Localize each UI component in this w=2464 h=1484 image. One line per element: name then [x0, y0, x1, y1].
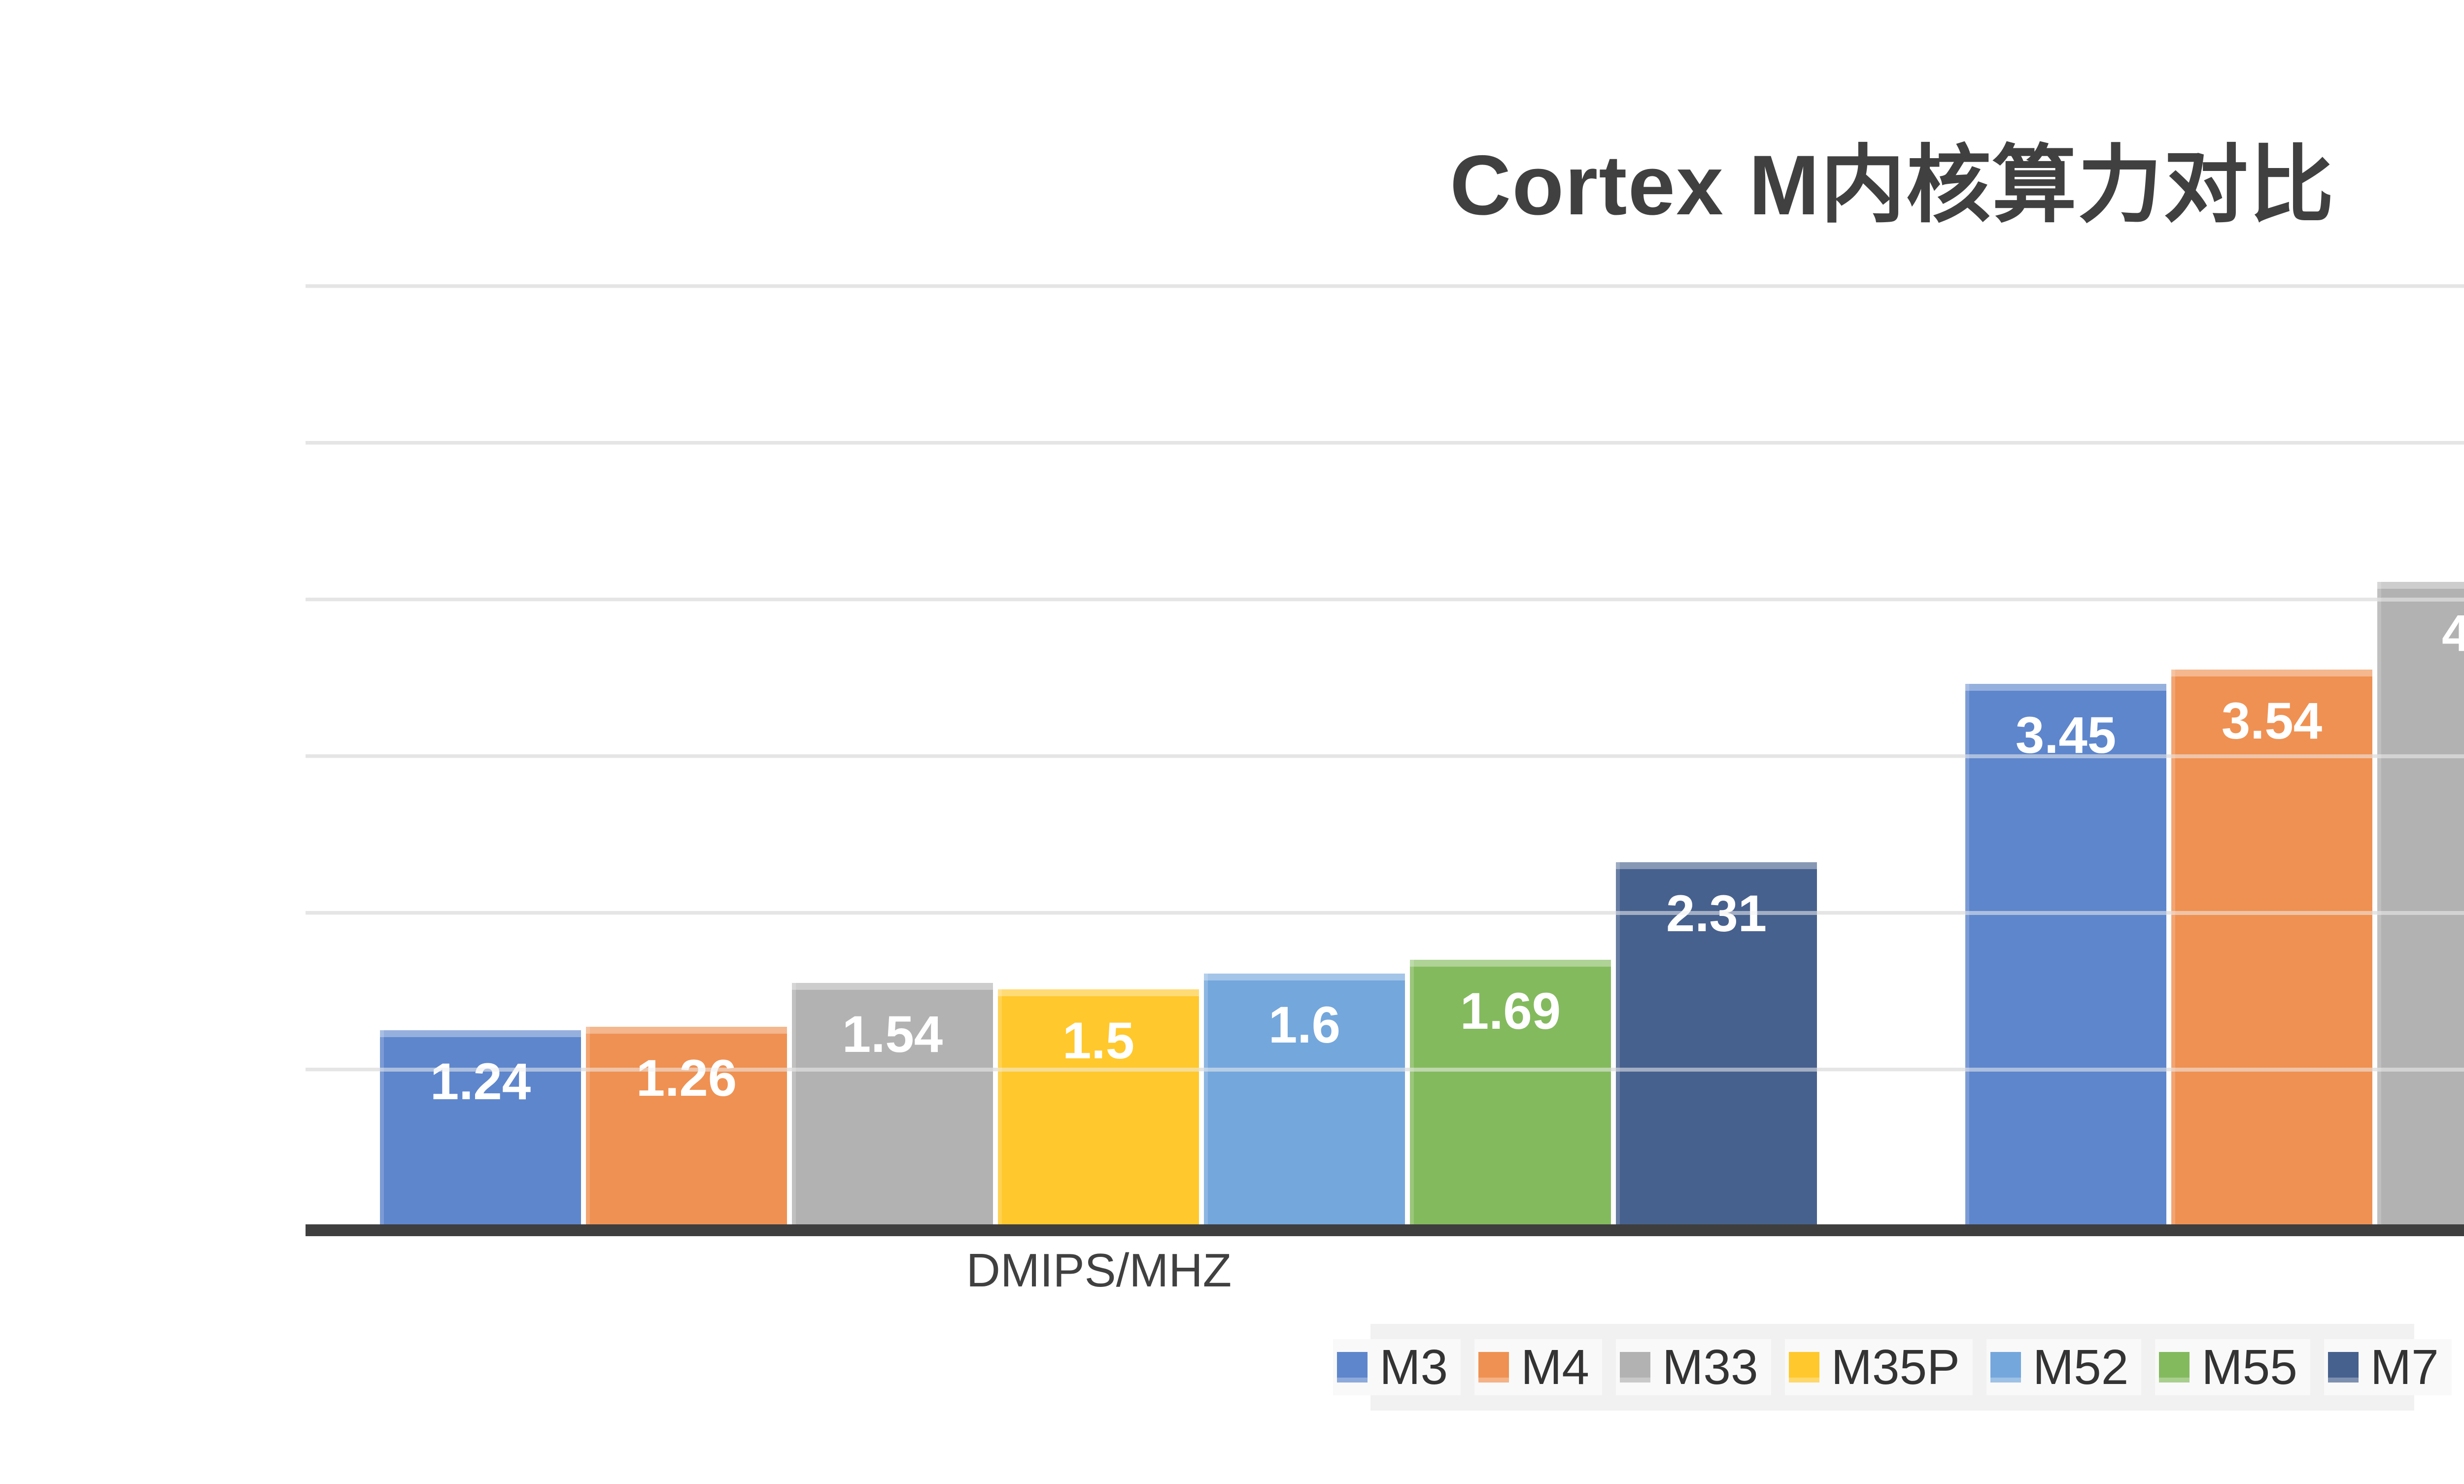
- legend-swatch-m55: [2159, 1352, 2190, 1383]
- legend-label-m52: M52: [2032, 1339, 2129, 1395]
- bar-value-label: 1.6: [1268, 996, 1340, 1054]
- legend-label-m55: M55: [2201, 1339, 2297, 1395]
- bar-m3-coremark: 3.45: [1965, 684, 2166, 1224]
- x-axis-line: [306, 1224, 2464, 1236]
- category-label-coremark: COREMARK/MHZ: [1892, 1244, 2464, 1298]
- plot-area: 1.241.261.541.51.61.692.313.453.544.14.1…: [306, 284, 2464, 1224]
- legend-item-m35p: M35P: [1784, 1339, 1973, 1395]
- legend-swatch-m4: [1478, 1352, 1509, 1383]
- legend-label-m4: M4: [1521, 1339, 1590, 1395]
- legend-item-m3: M3: [1333, 1339, 1461, 1395]
- bar-m52-dmips: 1.6: [1204, 974, 1405, 1224]
- legend-swatch-m3: [1337, 1352, 1368, 1383]
- legend-swatch-m7: [2327, 1352, 2359, 1383]
- bar-m55-dmips: 1.69: [1410, 960, 1611, 1224]
- bar-value-label: 1.24: [430, 1053, 531, 1111]
- bar-value-label: 1.69: [1460, 982, 1561, 1040]
- bar-value-label: 1.26: [636, 1049, 737, 1107]
- legend-label-m35p: M35P: [1831, 1339, 1960, 1395]
- gridline-overlay: [306, 598, 2464, 602]
- gridline-overlay: [306, 1068, 2464, 1072]
- bar-m33-dmips: 1.54: [792, 983, 993, 1224]
- bar-value-label: 3.54: [2221, 692, 2323, 750]
- bar-m33-coremark: 4.1: [2377, 582, 2464, 1224]
- bar-m3-dmips: 1.24: [380, 1030, 581, 1224]
- legend-label-m7: M7: [2370, 1339, 2439, 1395]
- legend: M3 M4 M33 M35P M52 M55 M7: [1333, 1324, 2452, 1411]
- bar-value-label: 1.5: [1062, 1012, 1134, 1070]
- gridline-overlay: [306, 284, 2464, 288]
- category-label-dmips: DMIPS/MHZ: [966, 1244, 1232, 1297]
- bar-m35p-dmips: 1.5: [998, 989, 1199, 1224]
- bar-m7-dmips: 2.31: [1616, 862, 1817, 1224]
- legend-item-m52: M52: [1986, 1339, 2142, 1395]
- gridline-overlay: [306, 911, 2464, 915]
- gridline-overlay: [306, 441, 2464, 445]
- gridline-overlay: [306, 754, 2464, 758]
- legend-label-m33: M33: [1662, 1339, 1758, 1395]
- bar-value-label: 1.54: [842, 1006, 943, 1063]
- bar-m4-dmips: 1.26: [586, 1027, 787, 1224]
- legend-swatch-m52: [1990, 1352, 2021, 1383]
- legend-label-m3: M3: [1379, 1339, 1448, 1395]
- bar-m4-coremark: 3.54: [2171, 670, 2372, 1224]
- chart-title: Cortex M内核算力对比: [1450, 138, 2335, 233]
- legend-swatch-m35p: [1788, 1352, 1819, 1383]
- legend-item-m7: M7: [2324, 1339, 2452, 1395]
- legend-swatch-m33: [1620, 1352, 1651, 1383]
- legend-item-m4: M4: [1474, 1339, 1603, 1395]
- legend-item-m33: M33: [1616, 1339, 1771, 1395]
- legend-item-m55: M55: [2155, 1339, 2310, 1395]
- bar-value-label: 4.1: [2442, 605, 2464, 662]
